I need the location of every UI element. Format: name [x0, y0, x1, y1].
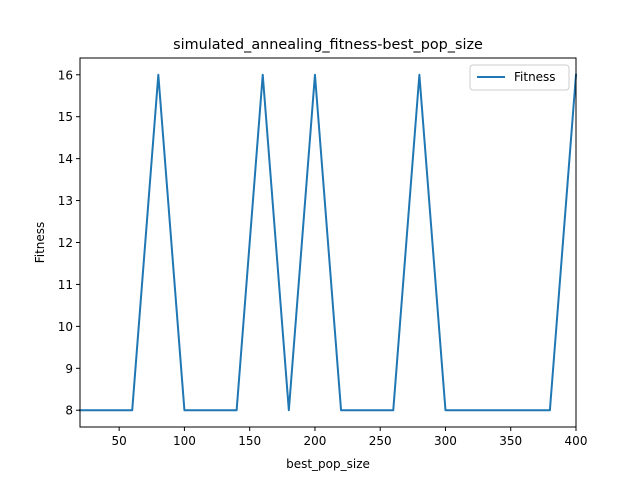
x-tick-label: 350	[499, 434, 522, 448]
x-tick-label: 250	[369, 434, 392, 448]
x-tick-label: 300	[434, 434, 457, 448]
y-tick-label: 13	[58, 194, 73, 208]
y-tick-label: 16	[58, 68, 73, 82]
x-axis: 50 100 150 200 250 300 350 400	[112, 427, 588, 448]
y-tick-label: 11	[58, 278, 73, 292]
x-tick-label: 50	[112, 434, 127, 448]
y-axis: 8 9 10 11 12 13 14 15 16	[58, 68, 80, 418]
y-tick-label: 14	[58, 152, 73, 166]
x-tick-label: 100	[173, 434, 196, 448]
legend-label-fitness: Fitness	[514, 70, 556, 84]
y-axis-label: Fitness	[33, 222, 47, 264]
series-line-fitness	[79, 73, 578, 412]
x-tick-label: 400	[565, 434, 588, 448]
legend: Fitness	[469, 64, 570, 91]
x-tick-label: 200	[303, 434, 326, 448]
x-axis-label: best_pop_size	[286, 457, 370, 471]
chart-title: simulated_annealing_fitness-best_pop_siz…	[173, 37, 483, 53]
plot-layer	[79, 73, 578, 412]
y-tick-label: 8	[65, 404, 73, 418]
y-tick-label: 12	[58, 236, 73, 250]
y-tick-label: 9	[65, 362, 73, 376]
x-tick-label: 150	[238, 434, 261, 448]
y-tick-label: 10	[58, 320, 73, 334]
y-tick-label: 15	[58, 110, 73, 124]
legend-box	[469, 64, 570, 91]
